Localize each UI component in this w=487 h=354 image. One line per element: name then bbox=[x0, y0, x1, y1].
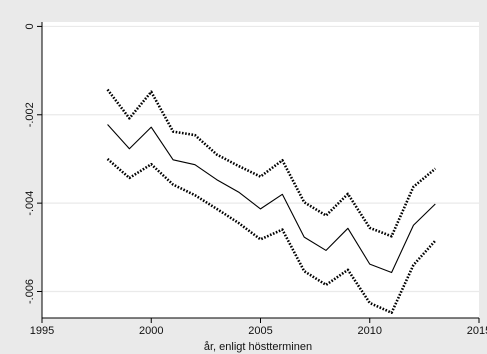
x-tick-label: 1995 bbox=[30, 325, 54, 337]
estimate-line-1 bbox=[107, 124, 436, 274]
confidence-bound-line-2 bbox=[106, 157, 437, 315]
x-tick-label: 2010 bbox=[358, 325, 382, 337]
y-tick-label: -.002 bbox=[24, 102, 36, 127]
gridlines bbox=[42, 25, 479, 293]
confidence-bound-line-0 bbox=[106, 88, 437, 238]
y-tick-label: -.004 bbox=[24, 191, 36, 216]
plot-area bbox=[42, 22, 479, 318]
y-tick-label: -.006 bbox=[24, 279, 36, 304]
x-tick-label: 2000 bbox=[139, 325, 163, 337]
axes: 0 -.002 -.004 -.006 1995 2000 2005 2010 2015 bbox=[24, 22, 487, 337]
series-group bbox=[106, 88, 437, 315]
x-axis-title: år, enligt höstterminen bbox=[204, 341, 312, 353]
x-tick-label: 2015 bbox=[467, 325, 487, 337]
x-tick-label: 2005 bbox=[248, 325, 272, 337]
y-tick-label: 0 bbox=[24, 23, 36, 29]
